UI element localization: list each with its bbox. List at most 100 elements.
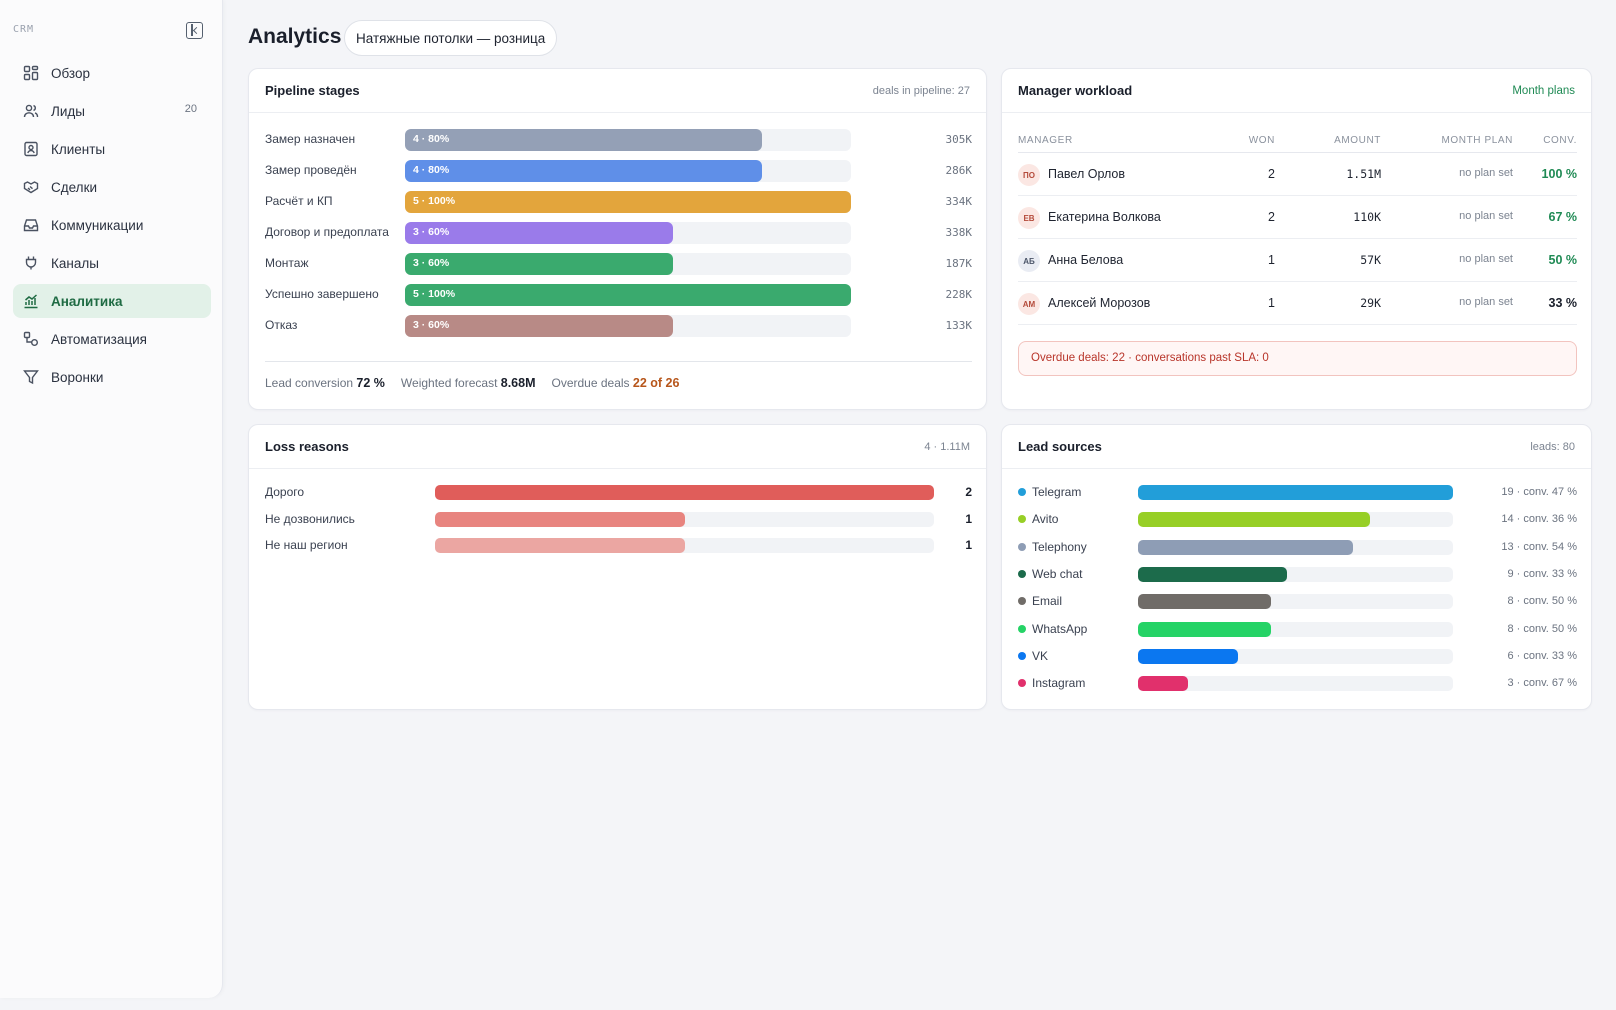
stage-label: Отказ: [265, 318, 298, 332]
sidebar-item-2[interactable]: Клиенты: [13, 132, 211, 166]
manager-name[interactable]: Анна Белова: [1048, 253, 1124, 267]
stage-row[interactable]: Замер проведён 4 · 80% 286K: [265, 160, 972, 182]
stage-label: Расчёт и КП: [265, 194, 333, 208]
loss-count: 1: [965, 538, 972, 552]
sidebar-item-4[interactable]: Коммуникации: [13, 208, 211, 242]
sidebar-item-label: Воронки: [51, 369, 104, 385]
loss-title: Loss reasons: [265, 439, 349, 454]
inbox-icon: [23, 217, 39, 233]
list-item[interactable]: Avito 14 · conv. 36 %: [1018, 511, 1577, 528]
loss-count: 1: [965, 511, 972, 526]
loss-bar-track: [435, 485, 934, 500]
loss-reason-label: Дорого: [265, 485, 305, 499]
stage-label: Замер проведён: [265, 163, 357, 177]
sources-meta: leads: 80: [1530, 440, 1575, 453]
conversion-rate: 50 %: [1548, 253, 1578, 267]
month-plan: no plan set: [1459, 296, 1513, 308]
stage-bar-track: 4 · 80%: [405, 160, 851, 182]
workload-table: Manager Won Amount Month plan Conv. ПО Па…: [1018, 129, 1577, 325]
sidebar-item-6[interactable]: Аналитика: [13, 284, 211, 318]
sidebar-item-8[interactable]: Воронки: [13, 360, 211, 394]
month-plan: no plan set: [1459, 167, 1513, 179]
sidebar-item-0[interactable]: Обзор: [13, 56, 211, 90]
list-item[interactable]: Не наш регион 1: [265, 537, 972, 553]
loss-bar-track: [435, 511, 934, 527]
manager-name[interactable]: Екатерина Волкова: [1048, 210, 1161, 224]
table-row[interactable]: АМ Алексей Морозов 1 29K no plan set 33 %: [1018, 282, 1577, 325]
won-count: 1: [1268, 296, 1275, 310]
loss-bar: [435, 538, 685, 553]
col-won[interactable]: Won: [1248, 135, 1275, 146]
list-item[interactable]: Дорого 2: [265, 484, 972, 500]
overdue-alert: Overdue deals: 22 · conversations past S…: [1018, 341, 1577, 376]
manager-name[interactable]: Алексей Морозов: [1048, 296, 1151, 310]
sidebar-item-5[interactable]: Каналы: [13, 246, 211, 280]
list-item[interactable]: VK 6 · conv. 33 %: [1018, 648, 1577, 664]
plug-icon: [23, 255, 39, 271]
list-item[interactable]: Telephony 13 · conv. 54 %: [1018, 539, 1577, 555]
stage-row[interactable]: Успешно завершено 5 · 100% 228K: [265, 284, 972, 306]
source-bar-track: [1138, 621, 1453, 637]
table-row[interactable]: ПО Павел Орлов 2 1.51M no plan set 100 %: [1018, 153, 1577, 196]
pipeline-title: Pipeline stages: [265, 83, 360, 98]
col-conversion[interactable]: Conv.: [1543, 135, 1577, 146]
stage-bar: 5 · 100%: [405, 191, 851, 213]
grid-icon: [23, 65, 39, 81]
stage-bar-label: 5 · 100%: [413, 195, 456, 207]
manager-name[interactable]: Павел Орлов: [1048, 167, 1126, 181]
avatar: ПО: [1018, 164, 1040, 186]
pipeline-meta: deals in pipeline: 27: [872, 84, 970, 97]
count-badge: 20: [184, 103, 197, 115]
month-plans-link[interactable]: Month plans: [1512, 84, 1575, 97]
source-bar-track: [1138, 676, 1453, 692]
stage-row[interactable]: Договор и предоплата 3 · 60% 338K: [265, 222, 972, 244]
sidebar-item-7[interactable]: Автоматизация: [13, 322, 211, 356]
stage-bar-track: 3 · 60%: [405, 315, 851, 337]
source-color-dot: [1018, 542, 1026, 551]
list-item[interactable]: Не дозвонились 1: [265, 511, 972, 527]
stage-row[interactable]: Расчёт и КП 5 · 100% 334K: [265, 191, 972, 213]
loss-count: 2: [965, 485, 972, 499]
stage-row[interactable]: Монтаж 3 · 60% 187K: [265, 253, 972, 275]
brand-logo: CRM: [13, 24, 35, 35]
col-month-plan[interactable]: Month plan: [1441, 135, 1513, 146]
list-item[interactable]: Web chat 9 · conv. 33 %: [1018, 566, 1577, 582]
stage-amount: 187K: [945, 257, 973, 270]
stage-row[interactable]: Замер назначен 4 · 80% 305K: [265, 129, 972, 151]
users-icon: [23, 103, 39, 119]
stage-amount: 305K: [945, 133, 973, 146]
list-item[interactable]: Instagram 3 · conv. 67 %: [1018, 675, 1578, 692]
stage-row[interactable]: Отказ 3 · 60% 133K: [265, 315, 972, 337]
source-label: Instagram: [1032, 676, 1086, 691]
col-amount[interactable]: Amount: [1334, 135, 1381, 146]
org-selector[interactable]: Натяжные потолки — розница: [344, 20, 558, 56]
stage-label: Договор и предоплата: [265, 225, 389, 239]
source-bar: [1138, 566, 1288, 582]
source-color-dot: [1018, 624, 1026, 633]
source-label: WhatsApp: [1032, 621, 1088, 636]
source-bar: [1138, 594, 1271, 610]
table-row[interactable]: АБ Анна Белова 1 57K no plan set 50 %: [1018, 239, 1577, 282]
stage-bar: 4 · 80%: [405, 160, 762, 182]
month-plan: no plan set: [1459, 253, 1513, 265]
sidebar-item-3[interactable]: Сделки: [13, 170, 211, 204]
collapse-sidebar-icon[interactable]: [186, 22, 203, 39]
source-bar: [1138, 512, 1371, 528]
conversion-rate: 33 %: [1548, 296, 1578, 310]
sidebar-nav: Обзор Лиды 20 Клиенты Сделки Коммуникации Кана…: [13, 56, 211, 398]
source-stat: 3 · conv. 67 %: [1507, 677, 1578, 690]
col-manager[interactable]: Manager: [1018, 135, 1073, 146]
workload-title: Manager workload: [1018, 83, 1133, 98]
stage-bar-label: 4 · 80%: [413, 133, 450, 145]
source-color-dot: [1018, 651, 1026, 660]
source-stat: 19 · conv. 47 %: [1501, 486, 1577, 498]
list-item[interactable]: WhatsApp 8 · conv. 50 %: [1018, 621, 1577, 637]
won-count: 2: [1268, 167, 1275, 181]
list-item[interactable]: Telegram 19 · conv. 47 %: [1018, 484, 1577, 500]
sidebar-item-1[interactable]: Лиды 20: [13, 94, 211, 128]
list-item[interactable]: Email 8 · conv. 50 %: [1018, 593, 1577, 610]
source-bar-track: [1138, 485, 1453, 500]
table-row[interactable]: ЕВ Екатерина Волкова 2 110K no plan set 67 %: [1018, 196, 1577, 239]
stage-amount: 133K: [945, 319, 973, 332]
pipeline-header: Pipeline stages deals in pipeline: 27: [249, 69, 986, 113]
